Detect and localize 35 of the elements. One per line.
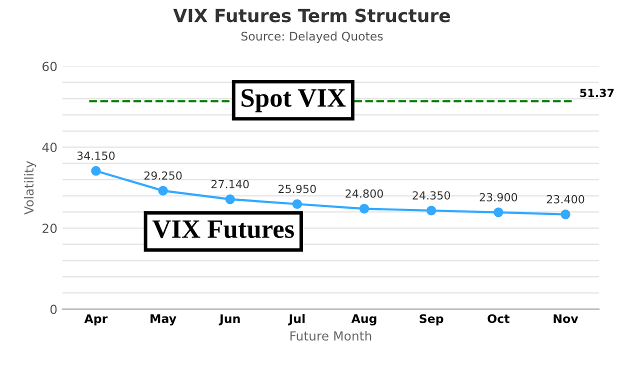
y-axis-title: Volatility xyxy=(24,161,36,215)
chart-subtitle: Source: Delayed Quotes xyxy=(241,32,383,43)
data-label: 27.140 xyxy=(211,180,249,188)
data-label: 24.800 xyxy=(346,189,383,198)
point xyxy=(426,206,436,216)
y-tick-label: 40 xyxy=(42,142,57,152)
x-axis-title: Future Month xyxy=(290,330,372,341)
x-tick-label: Jun xyxy=(218,314,240,326)
point xyxy=(91,166,101,176)
data-label: 23.400 xyxy=(546,195,584,204)
x-tick-label: Jul xyxy=(288,314,305,326)
point xyxy=(494,208,504,218)
x-tick-label: May xyxy=(150,314,176,326)
data-label: 34.150 xyxy=(77,152,115,160)
data-label: 24.350 xyxy=(412,191,450,200)
point xyxy=(225,194,235,204)
point xyxy=(560,210,570,220)
y-tick-label: 60 xyxy=(42,62,57,72)
data-label: 23.900 xyxy=(480,193,518,202)
ref-line-label: 51.37 xyxy=(580,88,614,98)
point xyxy=(292,199,302,209)
data-label: 25.950 xyxy=(278,184,316,194)
y-tick-label: 20 xyxy=(42,224,57,234)
x-tick-label: Oct xyxy=(488,314,510,324)
x-tick-label: Apr xyxy=(84,314,108,326)
y-tick-label: 0 xyxy=(50,304,57,314)
data-label: 29.250 xyxy=(144,171,182,180)
annotation: VIX Futures xyxy=(152,220,294,238)
chart-title: VIX Futures Term Structure xyxy=(173,8,450,22)
annotation: Spot VIX xyxy=(242,89,346,112)
x-tick-label: Aug xyxy=(351,314,376,326)
x-tick-label: Sep xyxy=(420,314,444,326)
point xyxy=(359,204,370,214)
x-tick-label: Nov xyxy=(554,314,578,324)
point xyxy=(158,186,168,196)
